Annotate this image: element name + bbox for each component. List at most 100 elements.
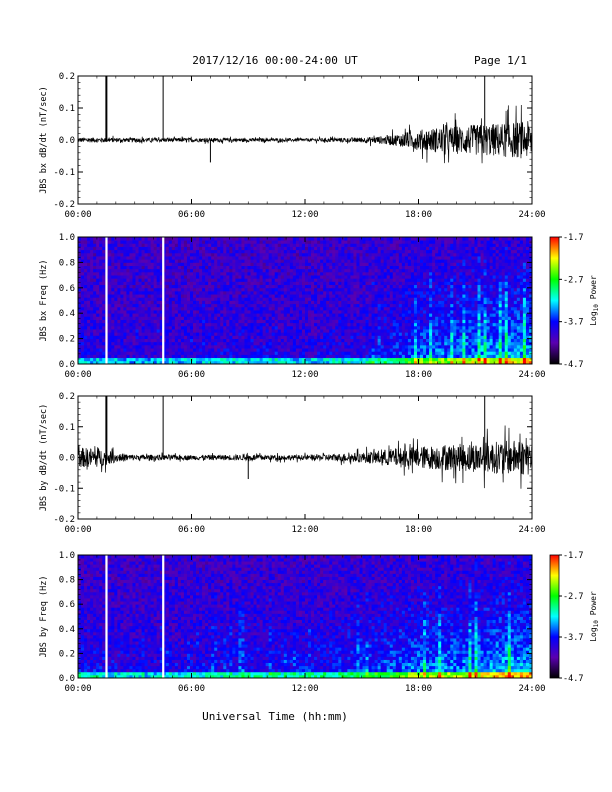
heatmap-cell xyxy=(208,354,212,359)
heatmap-cell xyxy=(332,275,336,279)
heatmap-cell xyxy=(144,281,149,286)
heatmap-cell xyxy=(362,265,366,270)
heatmap-cell xyxy=(280,329,285,333)
heatmap-cell xyxy=(326,290,330,295)
heatmap-cell xyxy=(226,360,230,365)
heatmap-cell xyxy=(365,278,369,282)
heatmap-cell xyxy=(205,259,209,263)
heatmap-cell xyxy=(168,322,173,327)
heatmap-cell xyxy=(141,306,145,311)
heatmap-cell xyxy=(150,338,155,343)
heatmap-cell xyxy=(211,313,215,317)
heatmap-cell xyxy=(389,278,394,282)
heatmap-cell xyxy=(189,256,194,260)
heatmap-cell xyxy=(338,300,342,305)
heatmap-cell xyxy=(317,265,321,270)
heatmap-cell xyxy=(383,344,388,349)
heatmap-cell xyxy=(214,313,218,317)
heatmap-cell xyxy=(117,335,121,339)
heatmap-cell xyxy=(183,256,188,260)
heatmap-cell xyxy=(84,259,88,263)
heatmap-cell xyxy=(150,249,155,254)
heatmap-cell xyxy=(298,284,303,289)
heatmap-cell xyxy=(202,278,206,282)
heatmap-cell xyxy=(162,360,167,365)
heatmap-cell xyxy=(410,313,415,317)
heatmap-cell xyxy=(177,344,182,349)
heatmap-cell xyxy=(135,287,139,292)
heatmap-cell xyxy=(356,262,360,266)
heatmap-cell xyxy=(308,259,312,263)
heatmap-cell xyxy=(426,268,430,273)
heatmap-cell xyxy=(262,262,267,266)
heatmap-cell xyxy=(211,332,215,336)
heatmap-cell xyxy=(183,281,188,286)
heatmap-cell xyxy=(183,329,188,333)
heatmap-cell xyxy=(416,262,421,266)
heatmap-cell xyxy=(377,360,382,365)
heatmap-cell xyxy=(238,335,242,339)
heatmap-cell xyxy=(193,329,197,333)
heatmap-cell xyxy=(132,278,136,282)
heatmap-cell xyxy=(326,262,330,266)
heatmap-cell xyxy=(186,271,191,276)
heatmap-cell xyxy=(147,348,152,352)
heatmap-cell xyxy=(259,275,264,279)
heatmap-cell xyxy=(395,284,400,289)
heatmap-cell xyxy=(99,348,103,352)
heatmap-cell xyxy=(108,303,112,308)
heatmap-cell xyxy=(271,300,276,305)
heatmap-cell xyxy=(410,275,415,279)
heatmap-cell xyxy=(235,256,239,260)
heatmap-cell xyxy=(256,275,260,279)
heatmap-cell xyxy=(93,281,97,286)
heatmap-cell xyxy=(90,351,94,355)
heatmap-cell xyxy=(117,306,121,311)
heatmap-cell xyxy=(305,329,309,333)
heatmap-cell xyxy=(193,322,197,327)
heatmap-cell xyxy=(102,348,106,352)
heatmap-cell xyxy=(90,243,94,247)
heatmap-cell xyxy=(81,265,85,270)
heatmap-cell xyxy=(141,246,145,251)
heatmap-cell xyxy=(380,262,385,266)
heatmap-cell xyxy=(320,252,324,257)
heatmap-cell xyxy=(426,262,430,266)
heatmap-cell xyxy=(262,322,267,327)
heatmap-cell xyxy=(250,246,254,251)
heatmap-cell xyxy=(256,310,260,314)
heatmap-cell xyxy=(413,357,418,362)
heatmap-cell xyxy=(420,294,424,298)
heatmap-cell xyxy=(347,284,351,289)
heatmap-cell xyxy=(253,259,257,263)
heatmap-cell xyxy=(283,290,288,295)
heatmap-cell xyxy=(226,344,230,349)
heatmap-cell xyxy=(365,335,369,339)
heatmap-cell xyxy=(153,300,158,305)
heatmap-cell xyxy=(268,332,273,336)
heatmap-cell xyxy=(286,310,291,314)
heatmap-cell xyxy=(129,329,133,333)
heatmap-cell xyxy=(404,351,409,355)
heatmap-cell xyxy=(247,303,251,308)
heatmap-cell xyxy=(410,278,415,282)
heatmap-cell xyxy=(202,348,206,352)
heatmap-cell xyxy=(99,316,103,320)
heatmap-cell xyxy=(208,290,212,295)
heatmap-cell xyxy=(193,262,197,266)
heatmap-cell xyxy=(429,310,433,314)
heatmap-cell xyxy=(356,341,360,346)
heatmap-cell xyxy=(117,300,121,305)
heatmap-cell xyxy=(78,310,82,314)
heatmap-cell xyxy=(138,341,142,346)
heatmap-cell xyxy=(380,306,385,311)
x-tick-label: 00:00 xyxy=(64,210,91,220)
heatmap-cell xyxy=(362,344,366,349)
heatmap-cell xyxy=(171,275,176,279)
heatmap-cell xyxy=(250,256,254,260)
heatmap-cell xyxy=(350,246,354,251)
heatmap-cell xyxy=(277,351,282,355)
heatmap-cell xyxy=(205,316,209,320)
heatmap-cell xyxy=(259,306,264,311)
heatmap-cell xyxy=(286,313,291,317)
